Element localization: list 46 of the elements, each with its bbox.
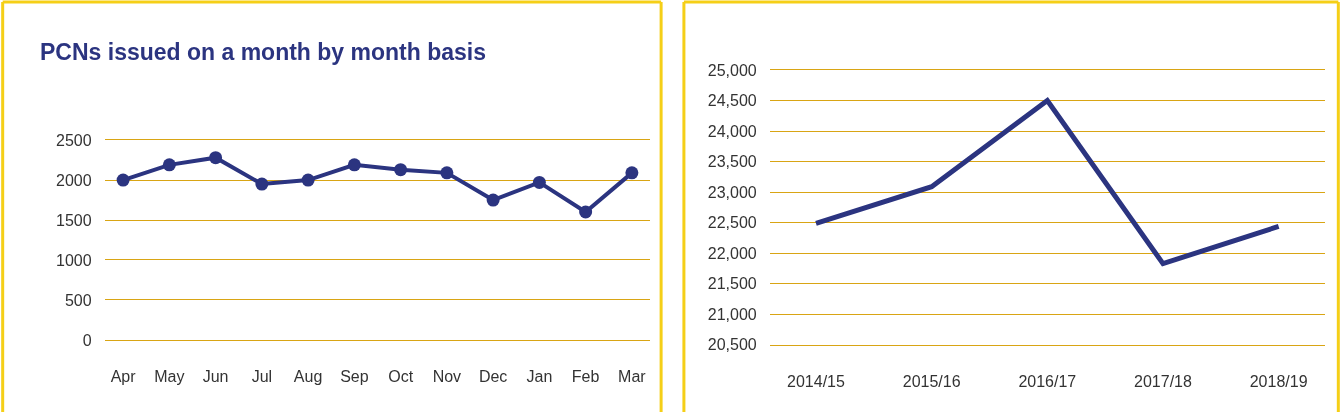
y-tick-label: 21,500 bbox=[707, 275, 757, 293]
x-tick-label: Aug bbox=[293, 368, 323, 386]
point bbox=[625, 166, 639, 180]
x-tick-label: Jul bbox=[251, 368, 273, 386]
point bbox=[486, 193, 500, 207]
x-tick-label: Nov bbox=[432, 368, 462, 386]
point bbox=[440, 166, 454, 180]
x-tick-label: Jun bbox=[202, 368, 229, 386]
x-tick-label: Jan bbox=[526, 368, 553, 386]
point bbox=[532, 175, 546, 189]
y-tick-label: 25,000 bbox=[707, 61, 757, 79]
x-tick-label: 2018/19 bbox=[1249, 373, 1308, 391]
x-tick-label: Feb bbox=[571, 368, 600, 386]
y-tick-label: 24,000 bbox=[707, 122, 757, 140]
x-tick-label: Dec bbox=[478, 368, 508, 386]
y-tick-label: 21,000 bbox=[707, 305, 757, 323]
point bbox=[255, 177, 269, 191]
y-tick-label: 24,500 bbox=[707, 92, 757, 110]
x-tick-label: 2017/18 bbox=[1134, 373, 1192, 391]
point bbox=[347, 158, 361, 172]
y-tick-label: 23,000 bbox=[707, 183, 757, 201]
point bbox=[579, 205, 593, 219]
y-tick-label: 22,000 bbox=[707, 244, 757, 262]
y-tick-label: 2500 bbox=[56, 131, 92, 149]
y-tick-label: 23,500 bbox=[707, 153, 757, 171]
x-tick-label: 2014/15 bbox=[787, 373, 846, 391]
x-tick-label: Sep bbox=[340, 368, 369, 386]
y-tick-label: 1000 bbox=[56, 251, 92, 269]
y-tick-label: 20,500 bbox=[707, 336, 757, 354]
x-tick-label: May bbox=[154, 368, 185, 386]
point bbox=[301, 173, 315, 187]
x-tick-label: Apr bbox=[110, 368, 137, 386]
y-tick-label: 2000 bbox=[56, 171, 92, 189]
x-tick-label: Oct bbox=[388, 368, 414, 386]
y-tick-label: 500 bbox=[64, 291, 92, 309]
x-tick-label: Mar bbox=[618, 368, 647, 386]
y-tick-label: 22,500 bbox=[707, 214, 757, 232]
point bbox=[116, 173, 130, 187]
point bbox=[162, 158, 176, 172]
x-tick-label: 2016/17 bbox=[1018, 373, 1077, 391]
chart-title: PCNs issued on a month by month basis bbox=[40, 39, 487, 65]
y-tick-label: 1500 bbox=[56, 211, 92, 229]
x-tick-label: 2015/16 bbox=[902, 373, 961, 391]
point bbox=[209, 151, 223, 165]
point bbox=[394, 163, 408, 177]
y-tick-label: 0 bbox=[82, 331, 92, 349]
